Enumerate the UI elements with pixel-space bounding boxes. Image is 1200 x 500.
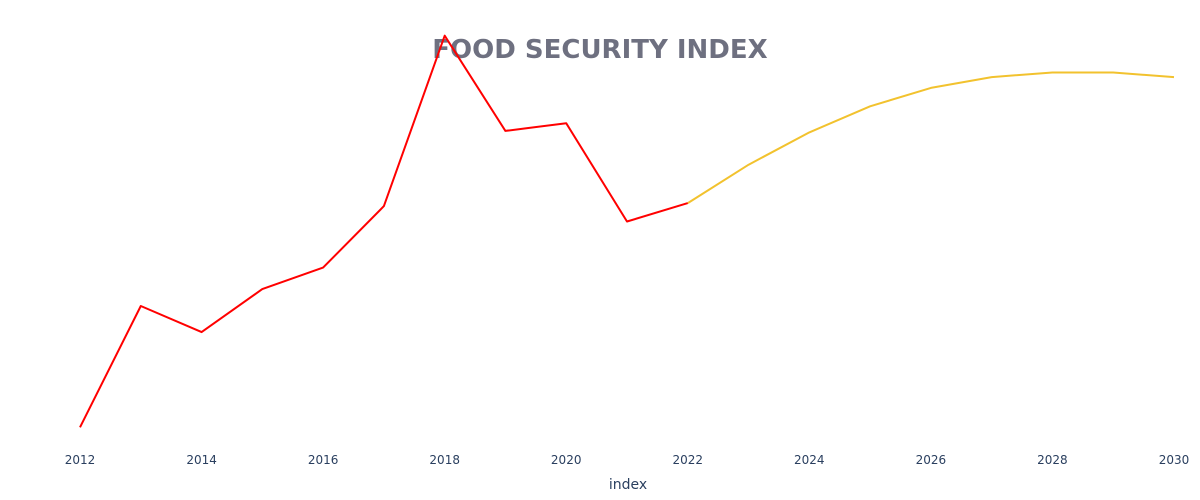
x-tick-label: 2014 bbox=[186, 453, 217, 467]
x-tick-label: 2012 bbox=[65, 453, 96, 467]
x-tick-label: 2020 bbox=[551, 453, 582, 467]
x-axis-label: index bbox=[609, 477, 647, 493]
x-tick-label: 2028 bbox=[1037, 453, 1068, 467]
series-layer bbox=[79, 34, 1175, 428]
x-tick-label: 2024 bbox=[794, 453, 825, 467]
chart-title: FOOD SECURITY INDEX bbox=[432, 35, 767, 65]
x-tick-label: 2016 bbox=[308, 453, 339, 467]
series-line-1 bbox=[79, 34, 689, 428]
x-tick-label: 2030 bbox=[1159, 453, 1190, 467]
x-tick-label: 2026 bbox=[916, 453, 947, 467]
x-axis-ticks: 2012 2014 2016 2018 2020 2022 2024 2026 2028 2030 bbox=[65, 453, 1190, 467]
x-tick-label: 2018 bbox=[429, 453, 460, 467]
series-line-2 bbox=[687, 71, 1175, 204]
x-tick-label: 2022 bbox=[673, 453, 704, 467]
